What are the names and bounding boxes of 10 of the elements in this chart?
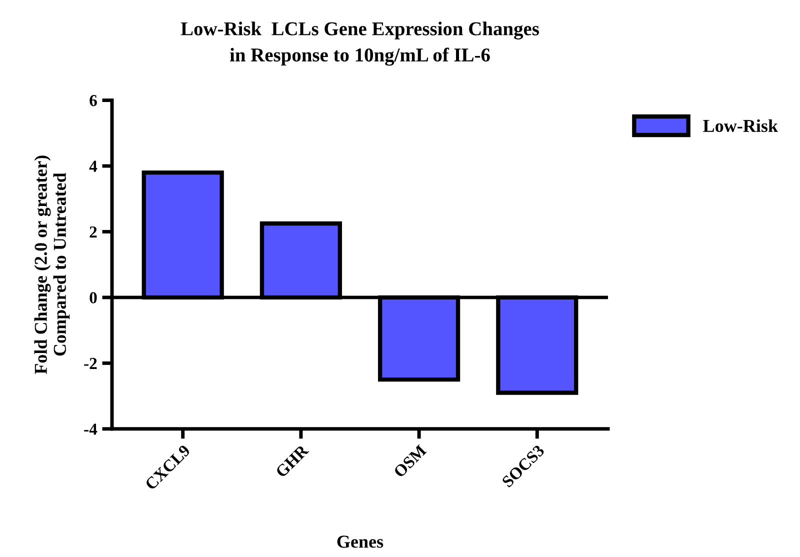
- y-tick-label: 2: [90, 226, 97, 238]
- y-axis-title: Fold Change (2.0 or greater) Compared to Untreated: [34, 156, 70, 374]
- y-tick-label: -4: [84, 424, 98, 435]
- y-tick-label: 4: [89, 160, 98, 172]
- y-tick-label: 0: [90, 292, 97, 304]
- y-tick-label: -2: [84, 358, 97, 369]
- legend-label: Low-Risk: [703, 119, 778, 132]
- x-axis-title: Genes: [337, 536, 384, 548]
- y-tick-label: 6: [90, 95, 97, 106]
- chart-title: Low-Risk LCLs Gene Expression Changes in Response to 10ng/mL of IL-6: [180, 22, 539, 66]
